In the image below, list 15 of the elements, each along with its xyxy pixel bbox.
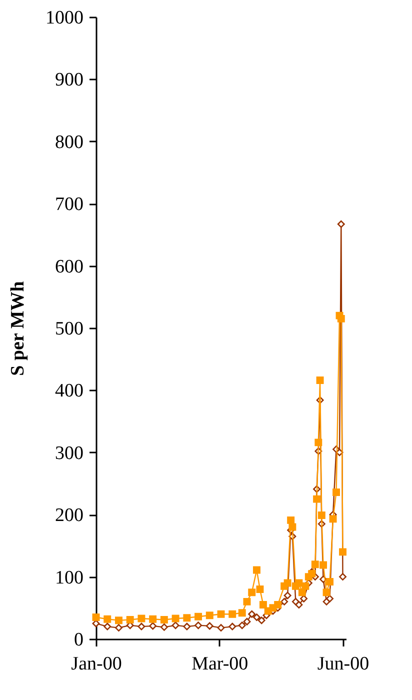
y-tick-label: 1000 <box>46 8 84 28</box>
x-tick-label: Jan-00 <box>71 654 122 674</box>
y-axis-title: S per MWh <box>8 280 28 376</box>
y-tick-label: 400 <box>55 380 84 402</box>
y-tick-label: 500 <box>55 318 84 340</box>
y-tick-label: 0 <box>74 630 84 650</box>
y-tick-label: 700 <box>55 194 84 216</box>
y-tick-label: 600 <box>55 256 84 278</box>
y-tick-label: 200 <box>55 505 84 526</box>
x-tick-label: Jun-00 <box>317 654 370 674</box>
y-tick-label: 800 <box>55 132 84 153</box>
y-tick-label: 300 <box>55 442 84 464</box>
y-tick-label: 900 <box>55 70 84 91</box>
y-tick-label: 100 <box>55 567 84 588</box>
x-tick-label: Mar-00 <box>192 654 248 674</box>
